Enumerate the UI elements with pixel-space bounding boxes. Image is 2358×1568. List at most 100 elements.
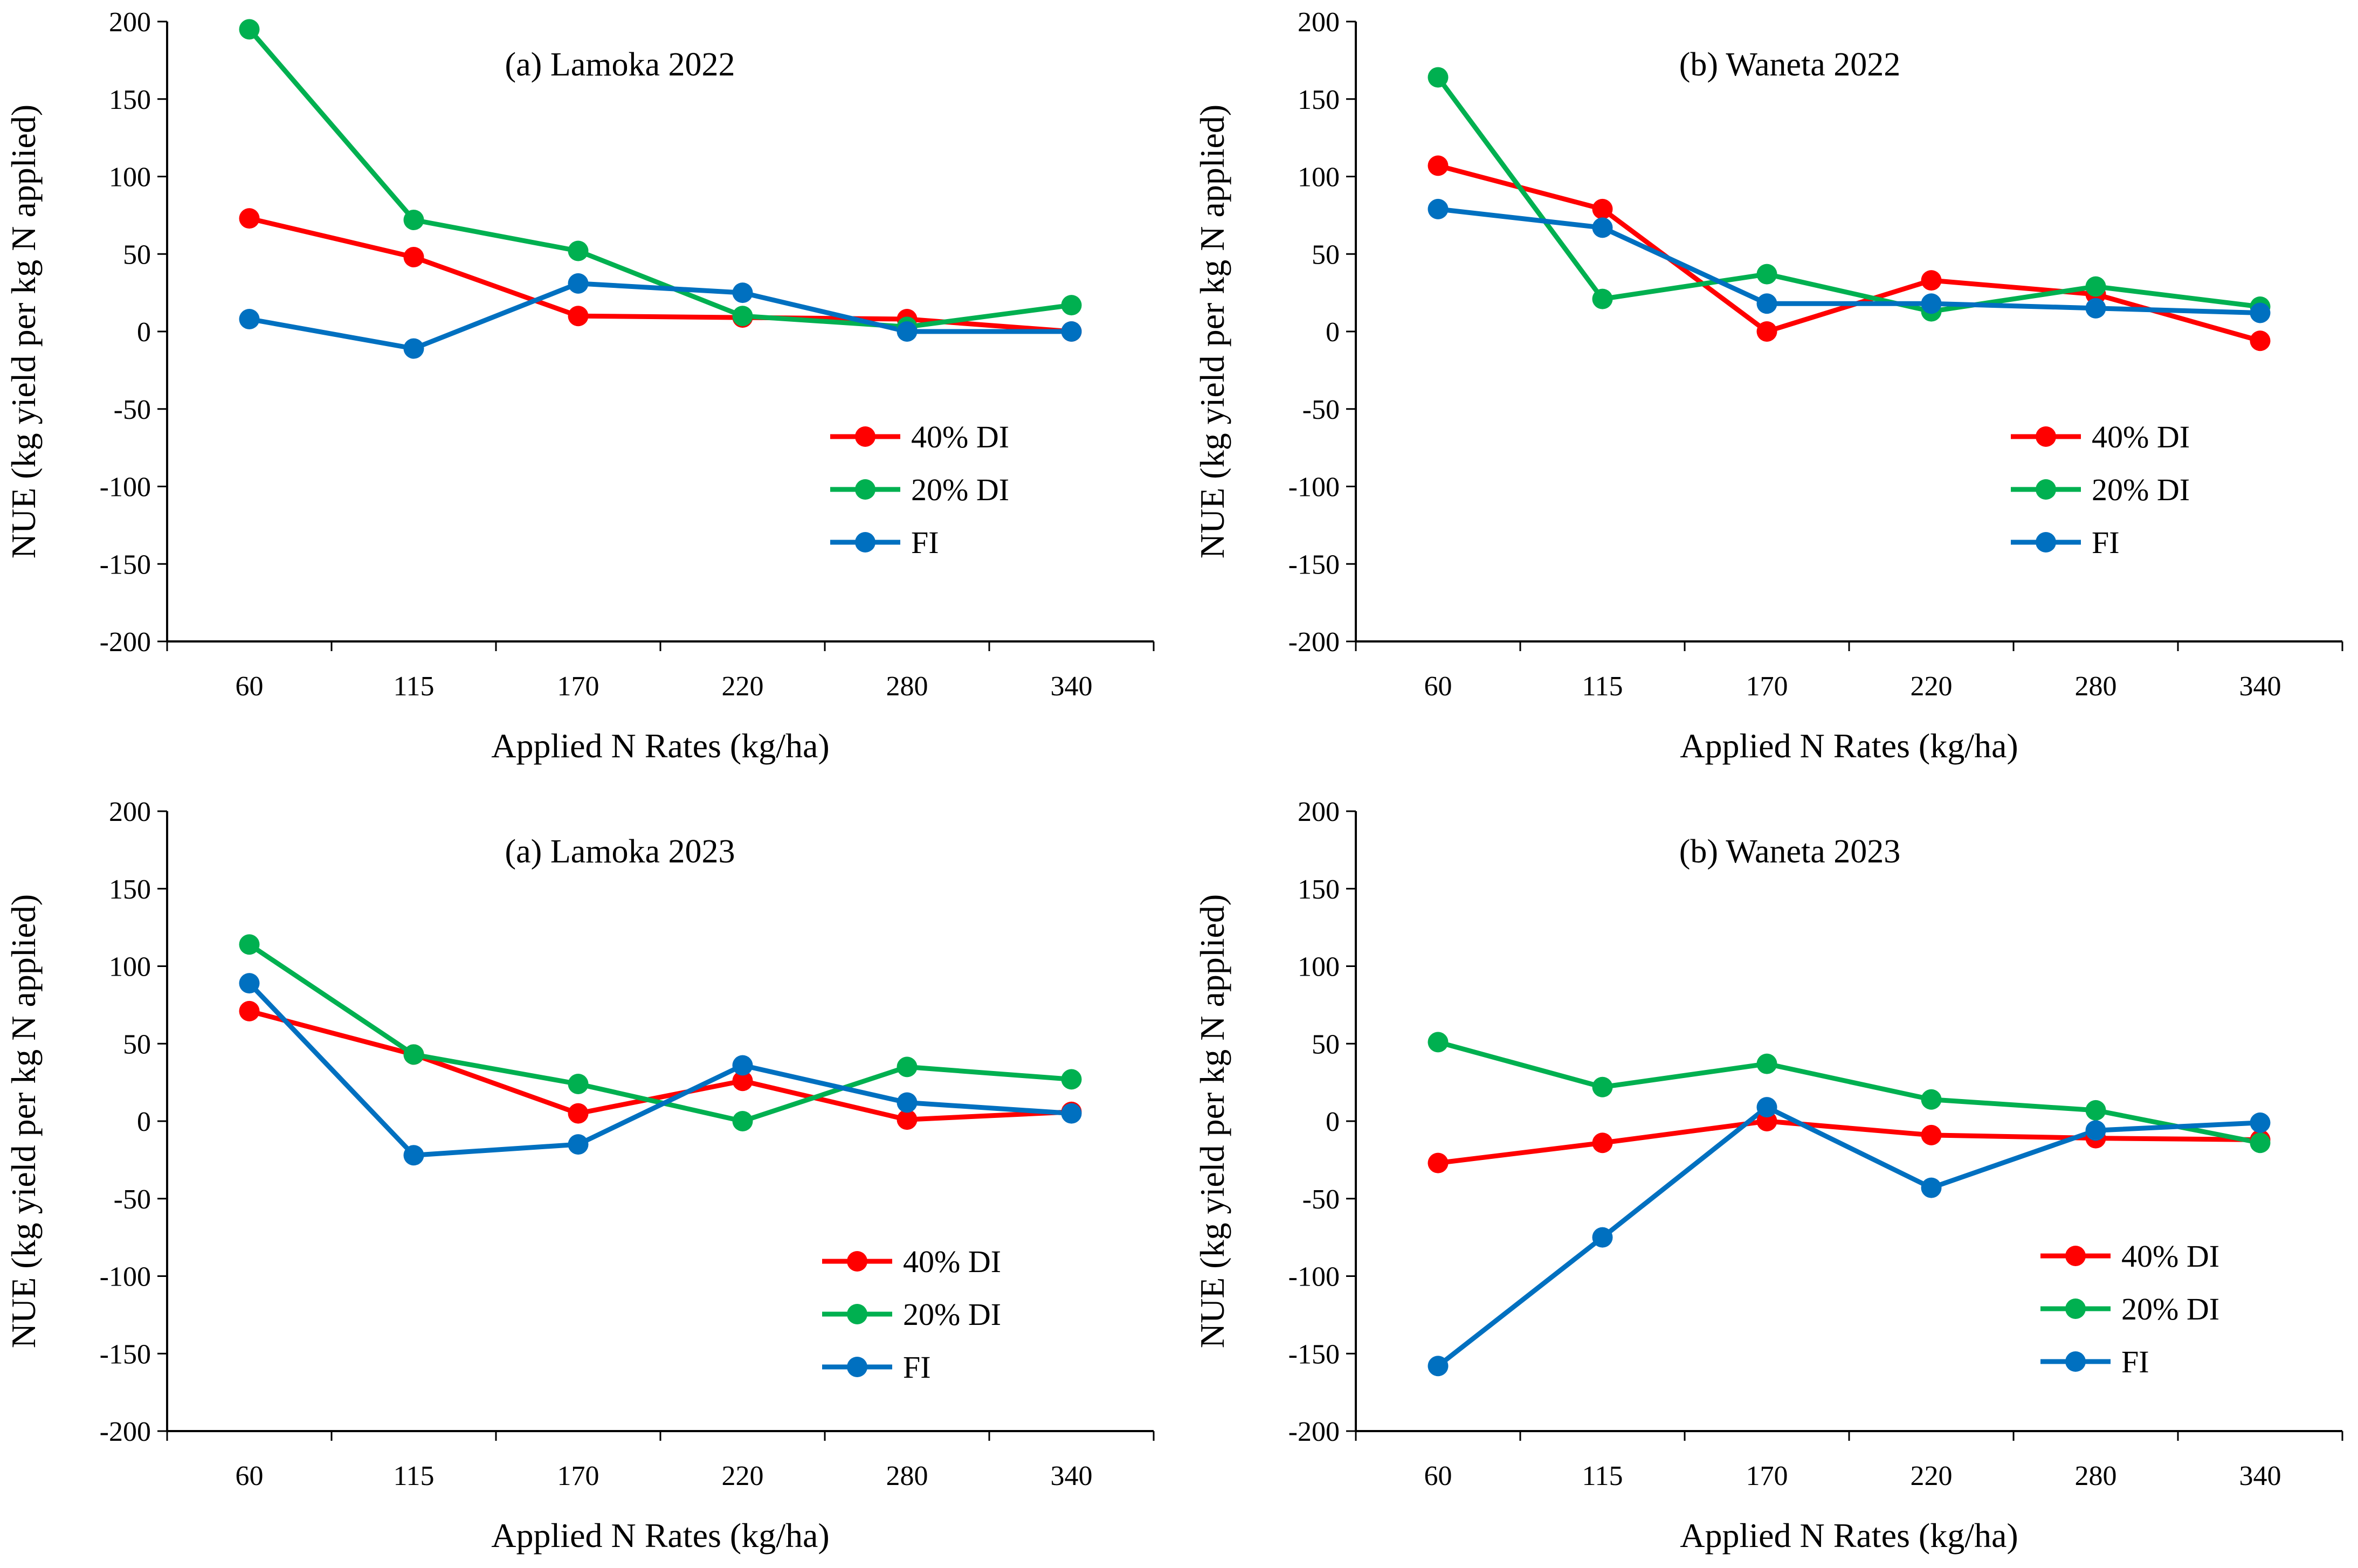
y-tick-label: -200: [1288, 627, 1340, 658]
x-axis-title: Applied N Rates (kg/ha): [1680, 727, 2018, 765]
x-tick-label: 115: [1582, 671, 1623, 702]
legend: 40% DI 20% DI FI: [2011, 419, 2190, 560]
x-axis-title: Applied N Rates (kg/ha): [491, 1516, 829, 1555]
data-point-fi: [1756, 293, 1777, 314]
y-axis-title: NUE (kg yield per kg N applied): [4, 105, 43, 558]
x-tick-label: 220: [722, 671, 764, 702]
data-point-20di: [1921, 1089, 1942, 1110]
y-tick-label: -150: [1288, 1339, 1340, 1370]
data-point-40di: [568, 1103, 589, 1124]
data-point-20di: [2085, 276, 2106, 297]
x-tick-label: 170: [1746, 671, 1788, 702]
legend-marker-fi: [847, 1357, 867, 1377]
legend-label-fi: FI: [903, 1350, 931, 1385]
data-point-20di: [239, 19, 260, 40]
series-line-40di: [1437, 1118, 2260, 1166]
data-point-fi: [1061, 321, 1082, 342]
y-tick-label: 0: [137, 317, 151, 348]
y-tick-label: -50: [1302, 1184, 1340, 1215]
x-tick-label: 60: [236, 1461, 264, 1491]
x-tick-label: 280: [886, 671, 928, 702]
panel-title: (a) Lamoka 2023: [505, 833, 735, 870]
y-tick-label: 200: [1298, 797, 1340, 827]
y-tick-label: 50: [1312, 239, 1340, 270]
x-axis-title: Applied N Rates (kg/ha): [491, 727, 829, 765]
data-point-40di: [1592, 1132, 1613, 1153]
legend-marker-40di: [847, 1251, 867, 1272]
legend-label-fi: FI: [2092, 525, 2120, 560]
data-point-20di: [2250, 1132, 2271, 1153]
y-tick-label: 0: [1326, 1107, 1340, 1137]
legend-label-40di: 40% DI: [911, 419, 1009, 454]
y-tick-label: 200: [109, 7, 151, 38]
x-tick-label: 280: [2075, 1461, 2117, 1491]
data-point-fi: [239, 309, 260, 329]
y-tick-label: 50: [1312, 1029, 1340, 1060]
y-tick-label: 100: [1298, 952, 1340, 983]
legend-label-20di: 20% DI: [2121, 1291, 2219, 1327]
legend-label-40di: 40% DI: [2092, 419, 2190, 454]
legend-marker-20di: [855, 479, 875, 500]
data-point-20di: [1592, 288, 1613, 309]
legend-label-40di: 40% DI: [903, 1244, 1001, 1279]
panel-title: (b) Waneta 2023: [1679, 833, 1901, 870]
y-tick-label: -50: [114, 395, 151, 425]
x-tick-label: 170: [1746, 1461, 1788, 1491]
x-tick-label: 60: [1424, 1461, 1452, 1491]
data-point-fi: [568, 273, 589, 294]
data-point-40di: [1756, 321, 1777, 342]
x-tick-label: 280: [2075, 671, 2117, 702]
data-point-20di: [403, 1044, 424, 1065]
y-tick-label: -50: [114, 1184, 151, 1215]
legend-label-fi: FI: [911, 525, 939, 560]
y-tick-label: 0: [137, 1107, 151, 1137]
series-line-40di: [249, 216, 1072, 334]
data-point-fi: [2250, 302, 2271, 323]
x-tick-label: 340: [1051, 1461, 1093, 1491]
data-point-fi: [403, 338, 424, 359]
y-tick-label: -200: [100, 1417, 151, 1447]
y-tick-label: -100: [1288, 1262, 1340, 1293]
data-point-20di: [1061, 295, 1082, 316]
legend-marker-fi: [2036, 532, 2056, 552]
y-axis-title: NUE (kg yield per kg N applied): [1193, 894, 1231, 1348]
data-point-40di: [1921, 1124, 1942, 1145]
data-point-20di: [1756, 264, 1777, 285]
panel-title: (a) Lamoka 2022: [505, 46, 735, 83]
legend: 40% DI 20% DI FI: [2040, 1239, 2219, 1379]
y-tick-label: 150: [1298, 874, 1340, 905]
data-point-20di: [1756, 1053, 1777, 1074]
x-tick-label: 115: [393, 1461, 434, 1491]
y-tick-label: 150: [109, 874, 151, 905]
legend-marker-40di: [855, 426, 875, 447]
y-tick-label: -100: [100, 1262, 151, 1293]
data-point-20di: [732, 306, 753, 327]
panel-title: (b) Waneta 2022: [1679, 46, 1901, 83]
data-point-20di: [1428, 67, 1449, 88]
legend-marker-20di: [2036, 479, 2056, 500]
data-point-fi: [1428, 198, 1449, 219]
data-point-20di: [897, 1056, 918, 1077]
legend-label-20di: 20% DI: [2092, 472, 2190, 507]
data-point-fi: [732, 1055, 753, 1076]
legend: 40% DI 20% DI FI: [822, 1244, 1001, 1385]
x-tick-label: 115: [393, 671, 434, 702]
data-point-fi: [1061, 1103, 1082, 1124]
x-tick-label: 60: [236, 671, 264, 702]
data-point-40di: [732, 1070, 753, 1092]
series-line-fi: [247, 982, 1072, 1158]
data-point-40di: [2250, 330, 2271, 351]
x-tick-label: 115: [1582, 1461, 1623, 1491]
data-point-40di: [1428, 1152, 1449, 1173]
series-line-20di: [247, 942, 1072, 1124]
data-point-40di: [1921, 270, 1942, 291]
y-tick-label: 150: [1298, 85, 1340, 115]
legend-label-fi: FI: [2121, 1344, 2149, 1379]
data-point-fi: [568, 1134, 589, 1155]
y-tick-label: 100: [109, 952, 151, 983]
data-point-20di: [732, 1111, 753, 1131]
legend-marker-20di: [847, 1304, 867, 1324]
data-point-40di: [239, 208, 260, 229]
legend-marker-fi: [855, 532, 875, 552]
